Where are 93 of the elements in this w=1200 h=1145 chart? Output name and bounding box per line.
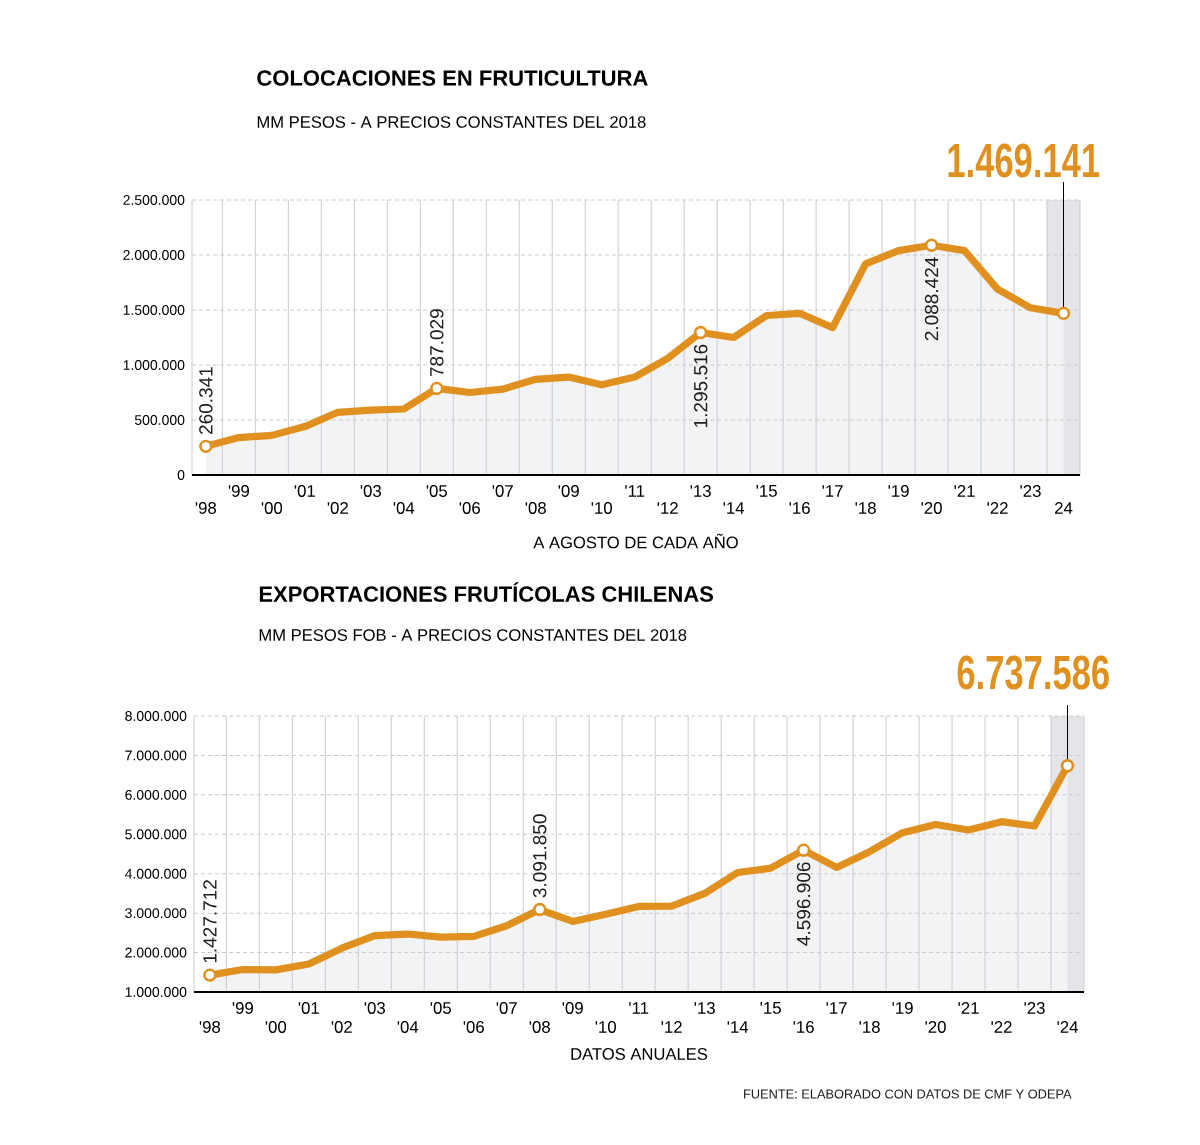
- x-tick-label: '04: [397, 1021, 419, 1033]
- y-tick-label: 0: [177, 470, 185, 480]
- x-tick-label: '98: [195, 502, 217, 514]
- data-label: 1.469.141: [948, 143, 1100, 178]
- x-tick-label: '11: [629, 1002, 649, 1014]
- x-tick-label: '04: [393, 502, 415, 514]
- x-tick-label: '07: [492, 485, 513, 497]
- x-tick-label: '18: [859, 1021, 880, 1033]
- source-note: FUENTE: ELABORADO CON DATOS DE CMF Y ODEPA: [744, 1089, 1072, 1099]
- x-tick-label: '14: [723, 502, 745, 514]
- point: [924, 238, 939, 252]
- x-tick-label: '98: [199, 1021, 221, 1033]
- x-tick-label: '17: [822, 485, 843, 497]
- data-label: 4.596.906: [796, 862, 811, 946]
- x-tick-label: '18: [855, 502, 876, 514]
- chart-subtitle: MM PESOS FOB - A PRECIOS CONSTANTES DEL 2018: [259, 629, 687, 641]
- data-label: 787.029: [430, 309, 444, 377]
- data-label: 1.427.712: [203, 880, 217, 963]
- x-tick-label: '21: [954, 485, 975, 497]
- y-tick-label: 8.000.000: [125, 711, 187, 721]
- point: [1060, 759, 1075, 773]
- point: [693, 325, 708, 340]
- x-tick-label: '99: [232, 1002, 253, 1014]
- x-tick-label: '06: [463, 1021, 484, 1033]
- x-tick-label: '08: [529, 1021, 550, 1033]
- x-tick-label: '11: [625, 485, 645, 497]
- x-tick-label: '09: [562, 1002, 583, 1014]
- x-tick-label: '23: [1020, 485, 1041, 497]
- chart-title: COLOCACIONES EN FRUTICULTURA: [257, 70, 648, 86]
- x-tick-label: '17: [826, 1002, 847, 1014]
- point: [203, 968, 217, 982]
- x-tick-label: '03: [364, 1002, 385, 1014]
- x-tick-label: '19: [888, 485, 909, 497]
- x-tick-label: '14: [727, 1021, 749, 1033]
- x-tick-label: '22: [991, 1021, 1012, 1033]
- y-tick-label: 6.000.000: [125, 789, 187, 800]
- x-tick-label: '13: [690, 485, 711, 497]
- x-tick-label: '20: [925, 1021, 946, 1033]
- x-axis-title: A AGOSTO DE CADA AÑO: [533, 533, 738, 549]
- x-tick-label: '16: [793, 1021, 814, 1033]
- data-label: 2.088.424: [924, 257, 939, 341]
- x-tick-label: '22: [987, 502, 1008, 514]
- y-tick-label: 7.000.000: [125, 750, 187, 761]
- x-tick-label: '00: [265, 1021, 287, 1033]
- x-tick-label: 24: [1055, 502, 1073, 514]
- data-label: 260.341: [199, 367, 213, 435]
- y-tick-label: 1.500.000: [123, 305, 185, 315]
- point: [533, 902, 547, 917]
- x-tick-label: '02: [327, 502, 348, 514]
- x-tick-label: '08: [525, 502, 546, 514]
- x-tick-label: '21: [958, 1002, 979, 1014]
- x-tick-label: '09: [558, 485, 579, 497]
- data-label: 3.091.850: [532, 814, 547, 898]
- x-tick-label: '19: [892, 1002, 913, 1014]
- y-tick-label: 2.000.000: [125, 947, 187, 958]
- point: [199, 439, 213, 454]
- x-tick-label: '03: [360, 485, 382, 497]
- x-tick-label: '01: [298, 1002, 319, 1014]
- x-tick-label: '10: [591, 502, 612, 514]
- x-tick-label: '16: [789, 502, 810, 514]
- x-tick-label: '02: [331, 1021, 352, 1033]
- x-tick-label: '13: [694, 1002, 715, 1014]
- x-tick-label: '10: [595, 1021, 616, 1033]
- y-tick-label: 2.000.000: [123, 250, 185, 260]
- y-tick-label: 1.000.000: [123, 360, 185, 370]
- x-tick-label: '05: [426, 485, 448, 497]
- x-tick-label: '12: [657, 502, 678, 514]
- point: [430, 381, 444, 396]
- x-tick-label: '24: [1057, 1021, 1078, 1033]
- x-tick-label: '15: [756, 485, 777, 497]
- y-tick-label: 500.000: [134, 415, 185, 425]
- point: [796, 843, 811, 857]
- x-axis-title: DATOS ANUALES: [571, 1048, 708, 1060]
- x-tick-label: '99: [228, 485, 250, 497]
- data-label: 1.295.516: [693, 344, 708, 427]
- x-tick-label: '05: [430, 1002, 452, 1014]
- y-tick-label: 1.000.000: [125, 987, 187, 997]
- x-tick-label: '01: [294, 485, 315, 497]
- x-tick-label: '20: [921, 502, 942, 514]
- y-tick-label: 3.000.000: [125, 908, 187, 919]
- data-label: 6.737.586: [957, 655, 1109, 690]
- y-tick-label: 2.500.000: [123, 195, 185, 205]
- x-tick-label: '06: [459, 502, 480, 514]
- y-tick-label: 5.000.000: [125, 829, 187, 840]
- x-tick-label: '07: [496, 1002, 517, 1014]
- x-tick-label: '12: [661, 1021, 682, 1033]
- point: [1056, 306, 1071, 321]
- x-tick-label: '23: [1024, 1002, 1045, 1014]
- chart-subtitle: MM PESOS - A PRECIOS CONSTANTES DEL 2018: [257, 116, 646, 128]
- x-tick-label: '15: [760, 1002, 781, 1014]
- y-tick-label: 4.000.000: [124, 868, 187, 879]
- chart-title: EXPORTACIONES FRUTÍCOLAS CHILENAS: [259, 582, 713, 602]
- x-tick-label: '00: [261, 502, 283, 514]
